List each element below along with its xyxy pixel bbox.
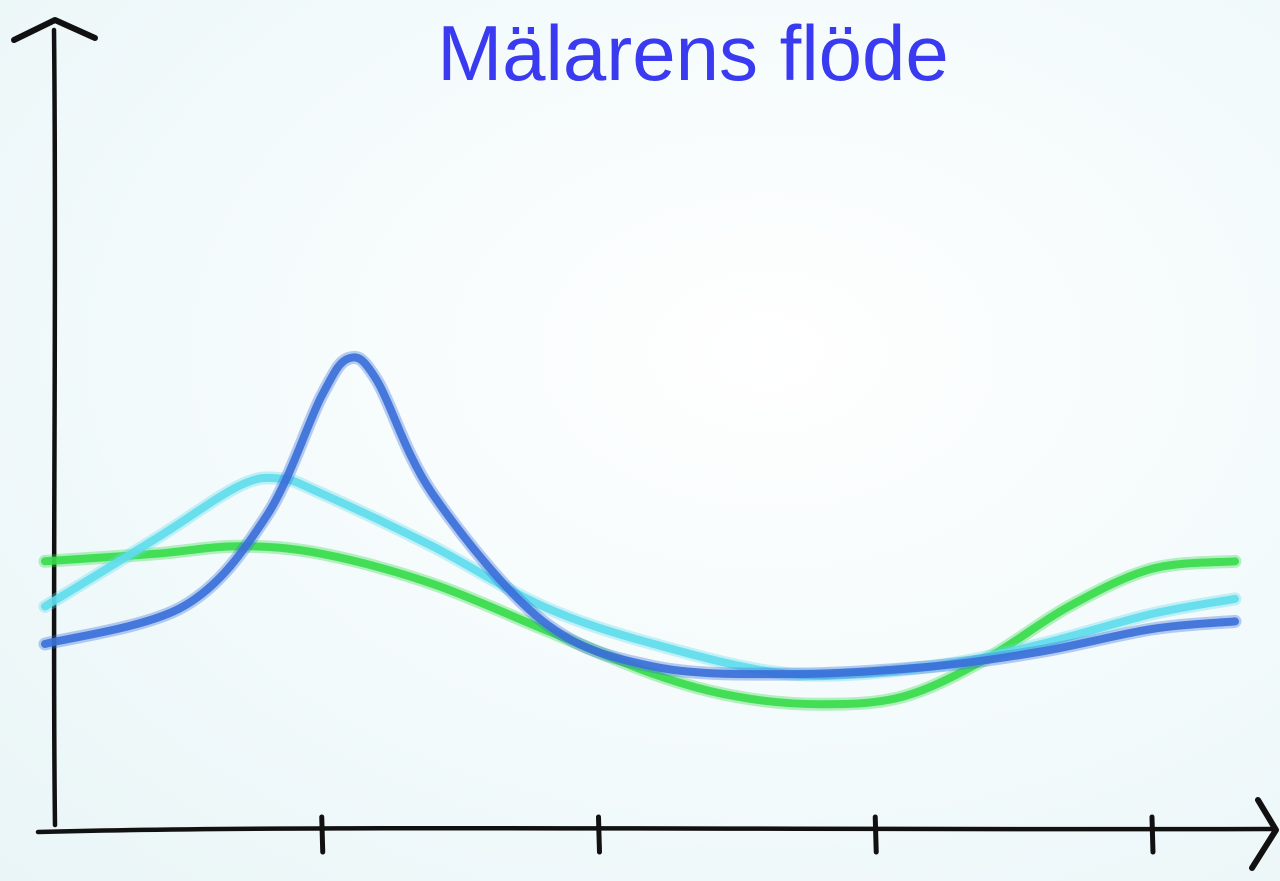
x-axis — [35, 825, 1275, 835]
x-tick-2 — [595, 814, 602, 855]
x-axis-ticks — [319, 814, 1156, 855]
series-lines — [38, 350, 1242, 711]
axes — [11, 17, 1279, 871]
x-axis-arrowhead — [1249, 797, 1279, 871]
y-axis — [51, 27, 58, 828]
series-1-halo — [38, 350, 1242, 681]
chart-title: Mälarens flöde — [437, 9, 949, 97]
series-1-stroke — [41, 353, 1239, 679]
series-1-line — [38, 350, 1242, 681]
x-tick-4 — [1149, 814, 1156, 855]
x-tick-1 — [319, 814, 326, 855]
x-tick-3 — [872, 814, 879, 855]
y-axis-arrowhead — [11, 17, 98, 43]
series-2-line — [38, 471, 1242, 682]
series-2-stroke — [41, 473, 1239, 680]
